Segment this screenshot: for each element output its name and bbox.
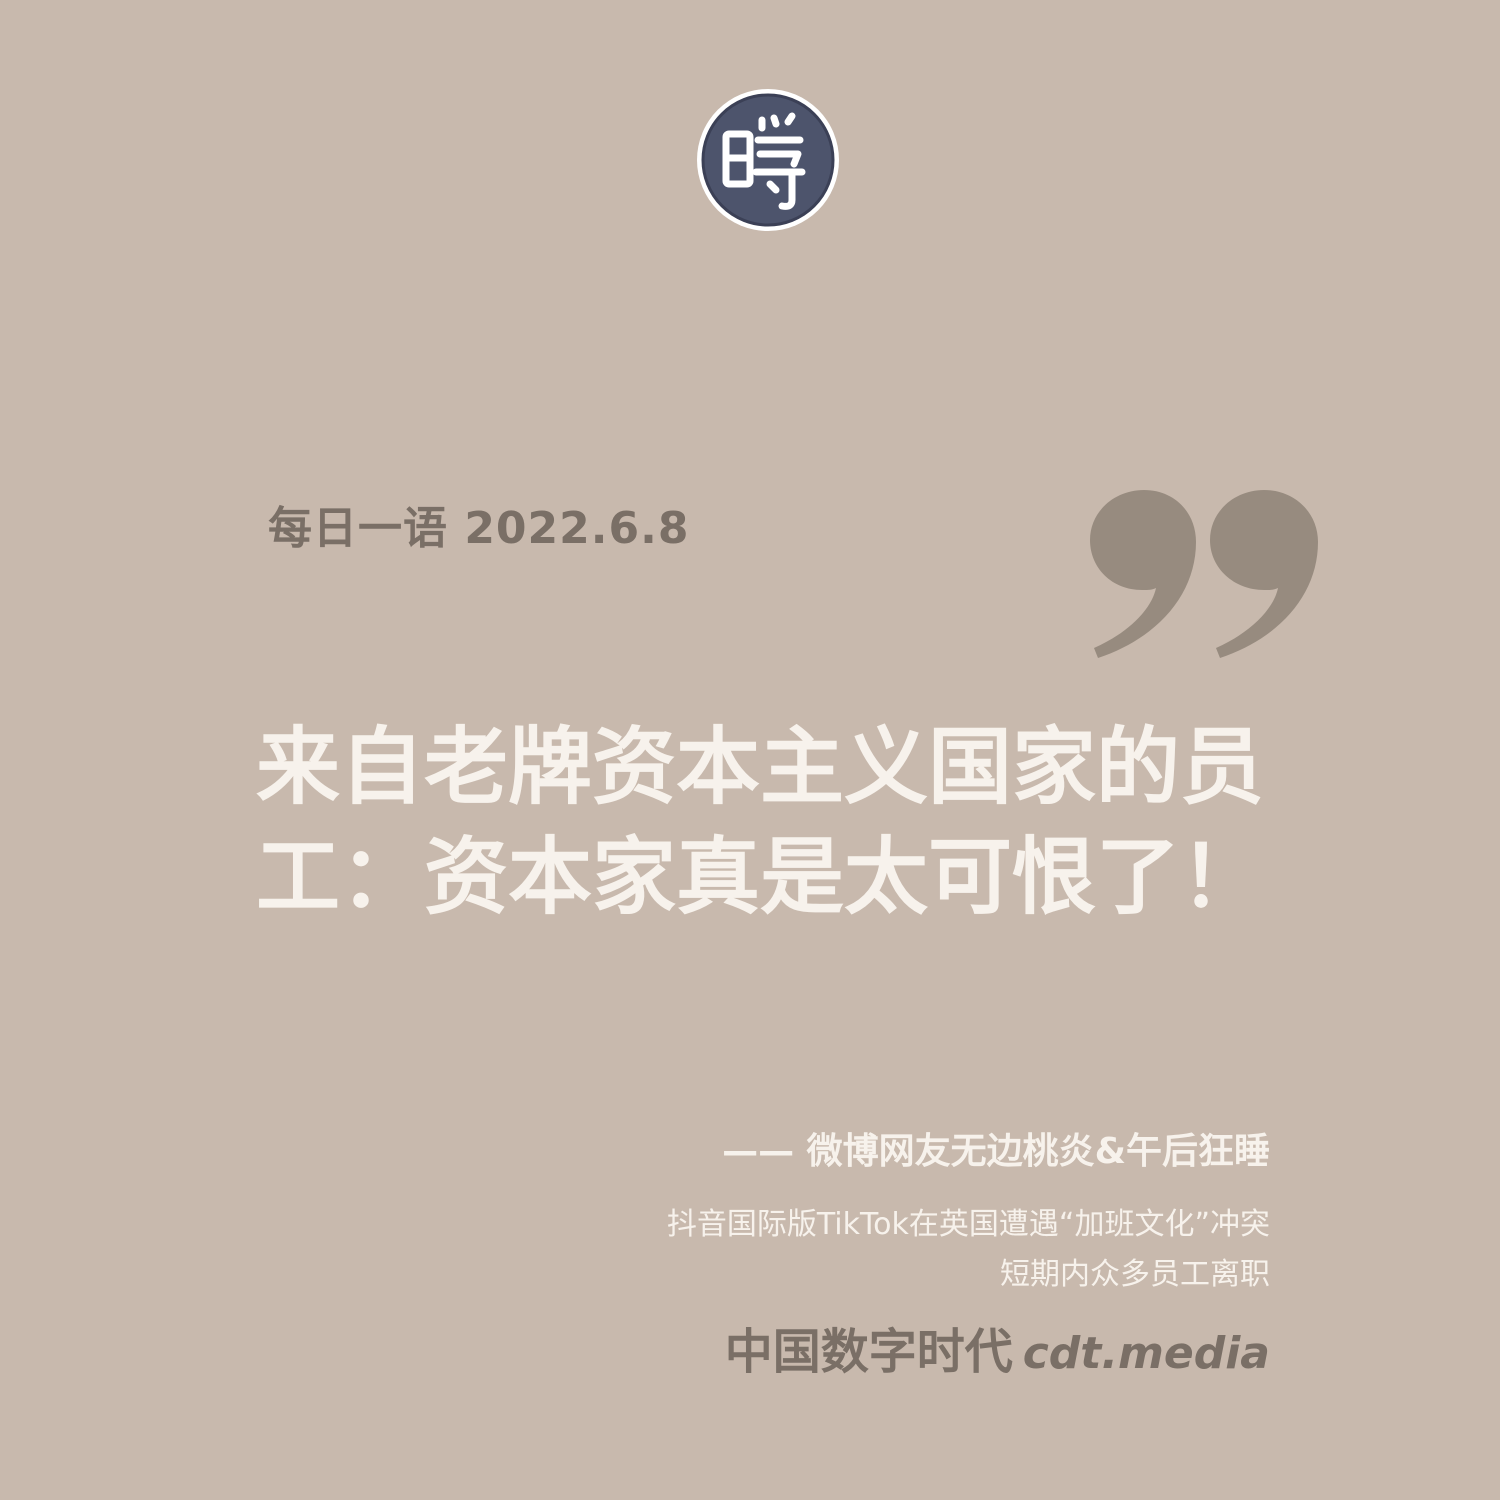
closing-quote-icon: [1086, 490, 1322, 662]
related-headline: 抖音国际版TikTok在英国遭遇“加班文化”冲突 短期内众多员工离职: [470, 1200, 1270, 1300]
brand-footer: 中国数字时代 cdt.media: [725, 1312, 1270, 1382]
seal-logo-icon: [696, 88, 840, 232]
brand-name: 中国数字时代: [724, 1324, 1013, 1380]
brand-domain: cdt.media: [1022, 1328, 1270, 1379]
headline-line-1: 抖音国际版TikTok在英国遭遇“加班文化”冲突: [666, 1207, 1270, 1242]
quote-text: 来自老牌资本主义国家的员工：资本家真是太可恨了！: [256, 717, 1265, 926]
headline-line-2: 短期内众多员工离职: [1000, 1257, 1270, 1292]
date-line: 每日一语 2022.6.8: [268, 503, 690, 554]
quote-attribution: —— 微博网友无边桃炎&午后狂睡: [722, 1131, 1270, 1172]
